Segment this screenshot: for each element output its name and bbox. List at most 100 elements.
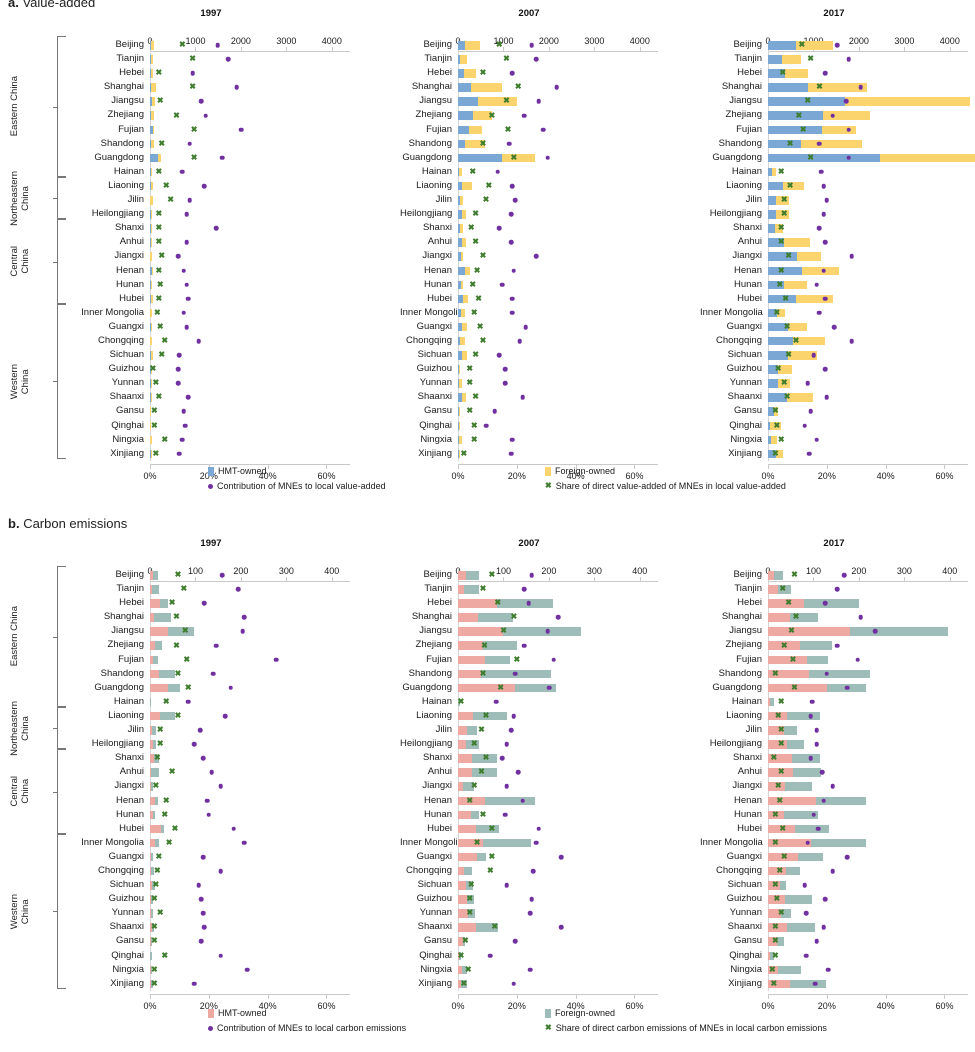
bar-segment-hmt-owned <box>768 393 788 402</box>
share-x-marker: ✖ <box>473 837 481 847</box>
bar-segment-foreign-owned <box>460 280 464 290</box>
axis-tick <box>768 994 769 999</box>
plot-area: 0100200300400✖✖✖✖✖✖✖✖✖✖✖✖✖✖✖✖✖✖✖✖✖✖✖✖✖✖✖… <box>143 552 350 1011</box>
axis-tick-label: 40% <box>258 1001 277 1011</box>
chart-row: ✖ <box>768 264 968 278</box>
contribution-dot-marker <box>184 240 190 245</box>
chart-row: ✖ <box>768 334 968 348</box>
bar-segment-hmt-owned <box>150 571 153 580</box>
bar-segment-hmt-owned <box>768 407 775 416</box>
chart-row: ✖ <box>150 808 350 822</box>
chart-row: ✖ <box>768 709 968 723</box>
chart-row: ✖ <box>768 610 968 624</box>
bar-segment-hmt-owned <box>768 697 771 707</box>
share-x-marker: ✖ <box>777 767 785 777</box>
axis-tick-label: 40% <box>876 1001 895 1011</box>
chart-row: ✖ <box>458 737 658 751</box>
bar-segment-hmt-owned <box>458 711 473 721</box>
chart-row: ✖ <box>768 864 968 878</box>
share-x-marker: ✖ <box>152 880 160 890</box>
contribution-dot-marker <box>197 727 203 733</box>
share-x-marker: ✖ <box>460 448 468 458</box>
axis-line <box>768 464 968 465</box>
province-label: Inner Mongolia <box>700 836 763 848</box>
chart-row: ✖ <box>150 681 350 695</box>
bar-segment-hmt-owned <box>768 69 786 78</box>
bar-segment-hmt-owned <box>768 224 776 233</box>
bar-segment-hmt-owned <box>768 740 788 749</box>
contribution-dot-marker <box>846 155 852 161</box>
share-x-marker: ✖ <box>816 82 823 92</box>
contribution-dot-marker <box>824 671 830 676</box>
chart-row: ✖ <box>458 38 658 52</box>
share-x-marker: ✖ <box>174 668 182 678</box>
bar-segment-foreign-owned <box>478 613 513 622</box>
bar-segment-hmt-owned <box>150 810 153 820</box>
bar-segment-foreign-owned <box>458 407 460 416</box>
bar-segment-hmt-owned <box>768 613 790 622</box>
contribution-dot-marker <box>180 169 185 175</box>
bar-segment-foreign-owned <box>467 895 475 904</box>
province-label: Fujian <box>736 123 762 135</box>
axis-tick <box>826 464 828 469</box>
share-x-marker: ✖ <box>161 950 169 960</box>
province-label: Shanxi <box>422 752 452 764</box>
axis-line <box>458 51 658 52</box>
chart-row: ✖ <box>150 653 350 667</box>
axis-tick <box>639 577 641 582</box>
bar-segment-foreign-owned <box>785 895 812 904</box>
province-label: Guangxi <box>726 850 762 862</box>
chart-row: ✖ <box>458 808 658 822</box>
bar-segment-hmt-owned <box>150 669 160 679</box>
zero-line <box>458 568 459 991</box>
bar-segment-foreign-owned <box>471 83 503 92</box>
chart-row: ✖ <box>768 568 968 582</box>
bar-segment-hmt-owned <box>458 796 486 805</box>
region-bracket-northeastern-china: Northeastern China <box>9 171 72 226</box>
share-x-marker: ✖ <box>785 251 792 261</box>
share-x-marker: ✖ <box>779 584 787 594</box>
contribution-dot-marker <box>558 854 564 860</box>
bar-segment-hmt-owned <box>458 909 468 918</box>
chart-row: ✖ <box>458 977 658 991</box>
bar-segment-foreign-owned <box>849 627 948 636</box>
axis-tick <box>458 994 459 999</box>
axis-tick-label: 60% <box>935 1001 954 1011</box>
province-label: Gansu <box>424 935 452 947</box>
contribution-dot-marker <box>492 409 498 414</box>
zero-line <box>458 38 459 461</box>
share-x-marker: ✖ <box>488 851 496 861</box>
panel-a-label: a. <box>8 0 19 10</box>
chart-row: ✖ <box>768 151 975 165</box>
bar-segment-foreign-owned <box>800 139 862 149</box>
contribution-dot-marker <box>527 911 533 916</box>
share-x-marker: ✖ <box>155 237 163 247</box>
share-x-marker: ✖ <box>151 894 158 904</box>
share-x-marker: ✖ <box>189 54 196 64</box>
province-label: Xinjiang <box>110 977 144 989</box>
contribution-dot-marker <box>517 338 523 344</box>
contribution-dot-marker <box>529 572 534 578</box>
axis-line <box>150 464 350 465</box>
bar-segment-foreign-owned <box>151 923 154 932</box>
bar-segment-foreign-owned <box>804 599 859 608</box>
bar-segment-foreign-owned <box>460 336 465 346</box>
bar-segment-hmt-owned <box>768 726 784 735</box>
province-label: Guizhou <box>108 363 144 375</box>
bar-segment-hmt-owned <box>150 69 151 78</box>
province-label: Hainan <box>113 165 144 177</box>
province-label: Liaoning <box>416 709 452 721</box>
chart-row: ✖ <box>458 108 658 122</box>
bar-segment-foreign-owned <box>784 238 810 247</box>
chart-row: ✖ <box>458 765 658 779</box>
contribution-dot-marker <box>218 784 223 789</box>
bar-segment-foreign-owned <box>150 322 152 332</box>
bar-segment-foreign-owned <box>150 979 153 989</box>
share-x-marker: ✖ <box>155 209 163 219</box>
province-label: Chongqing <box>98 864 144 876</box>
province-label: Xinjiang <box>418 977 452 989</box>
province-label: Guizhou <box>416 893 452 905</box>
share-x-marker: ✖ <box>156 279 164 289</box>
chart-row: ✖ <box>768 433 968 447</box>
contribution-dot-marker <box>520 798 525 803</box>
